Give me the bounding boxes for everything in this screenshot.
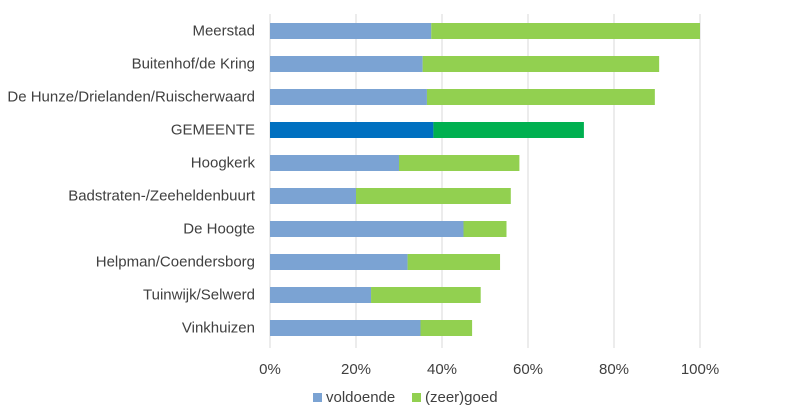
bars xyxy=(270,23,700,336)
x-tick-label: 60% xyxy=(513,361,543,378)
bar-voldoende xyxy=(270,89,427,105)
bar-voldoende xyxy=(270,320,421,336)
category-label: Hoogkerk xyxy=(191,155,256,172)
bar-voldoende xyxy=(270,221,464,237)
bar-zeer-goed xyxy=(433,122,584,138)
x-tick-label: 20% xyxy=(341,361,371,378)
category-label: Meerstad xyxy=(192,23,255,40)
bar-zeer-goed xyxy=(463,221,507,237)
bar-zeer-goed xyxy=(356,188,511,204)
bar-voldoende xyxy=(270,56,423,72)
bar-zeer-goed xyxy=(422,56,660,72)
category-label: GEMEENTE xyxy=(171,122,255,139)
bar-zeer-goed xyxy=(407,254,501,270)
category-labels: Meerstad Buitenhof/de Kring De Hunze/Driel… xyxy=(7,23,255,337)
bar-voldoende xyxy=(270,188,356,204)
category-label: Badstraten-/Zeeheldenbuurt xyxy=(68,188,256,205)
bar-zeer-goed xyxy=(371,287,481,303)
category-label: Buitenhof/de Kring xyxy=(132,56,255,73)
bar-zeer-goed xyxy=(426,89,655,105)
bar-voldoende xyxy=(270,287,372,303)
bar-voldoende xyxy=(270,23,432,39)
x-tick-label: 0% xyxy=(259,361,281,378)
legend: voldoende (zeer)goed xyxy=(313,389,498,406)
category-label: Tuinwijk/Selwerd xyxy=(143,287,255,304)
legend-label: (zeer)goed xyxy=(425,389,498,406)
bar-voldoende xyxy=(270,155,399,171)
bar-zeer-goed xyxy=(420,320,473,336)
x-tick-label: 80% xyxy=(599,361,629,378)
legend-swatch xyxy=(412,393,421,402)
bar-voldoende xyxy=(270,254,408,270)
legend-swatch xyxy=(313,393,322,402)
legend-label: voldoende xyxy=(326,389,395,406)
x-tick-label: 40% xyxy=(427,361,457,378)
category-label: Vinkhuizen xyxy=(182,320,255,337)
bar-voldoende xyxy=(270,122,434,138)
bar-zeer-goed xyxy=(431,23,700,39)
x-tick-labels: 0% 20% 40% 60% 80% 100% xyxy=(259,361,719,378)
x-tick-label: 100% xyxy=(681,361,719,378)
category-label: De Hunze/Drielanden/Ruischerwaard xyxy=(7,89,255,106)
category-label: Helpman/Coendersborg xyxy=(96,254,255,271)
bar-zeer-goed xyxy=(399,155,520,171)
category-label: De Hoogte xyxy=(183,221,255,238)
